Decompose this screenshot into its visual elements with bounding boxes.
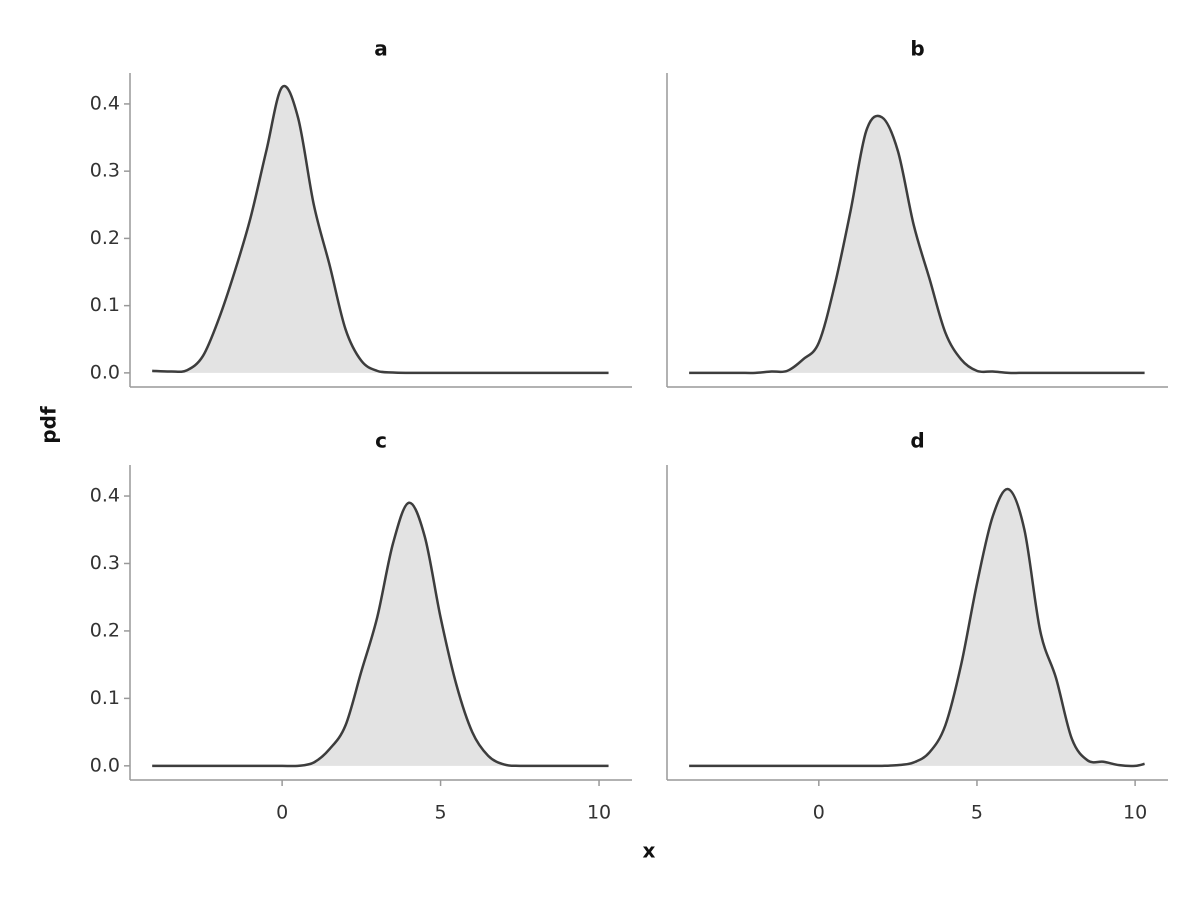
y-tick-label: 0.3 [90, 552, 120, 574]
area-fill [152, 85, 609, 373]
y-tick-label: 0.4 [90, 485, 120, 507]
x-tick-label: 10 [587, 802, 611, 824]
y-tick-label: 0.0 [90, 754, 120, 776]
panel-title: c [375, 429, 387, 453]
density-line [689, 487, 1145, 768]
x-tick-label: 0 [813, 802, 825, 824]
area-fill [689, 489, 1145, 766]
x-tick-label: 5 [971, 802, 983, 824]
y-tick-label: 0.0 [90, 361, 120, 383]
y-tick-label: 0.2 [90, 227, 120, 249]
panel-title: b [910, 37, 924, 61]
y-tick-label: 0.3 [90, 160, 120, 182]
y-axis-label: pdf [37, 406, 61, 444]
y-tick-label: 0.1 [90, 294, 120, 316]
x-tick-label: 5 [435, 802, 447, 824]
density-line [152, 84, 609, 375]
density-line [689, 114, 1145, 375]
area-fill [689, 115, 1145, 373]
area-fill [152, 502, 609, 767]
y-tick-label: 0.2 [90, 619, 120, 641]
density-line [152, 501, 609, 768]
panel-title: d [910, 429, 924, 453]
x-tick-label: 0 [276, 802, 288, 824]
x-axis-label: x [643, 839, 656, 863]
x-tick-label: 10 [1123, 802, 1147, 824]
y-tick-label: 0.4 [90, 92, 120, 114]
panel-title: a [374, 37, 388, 61]
y-tick-label: 0.1 [90, 687, 120, 709]
